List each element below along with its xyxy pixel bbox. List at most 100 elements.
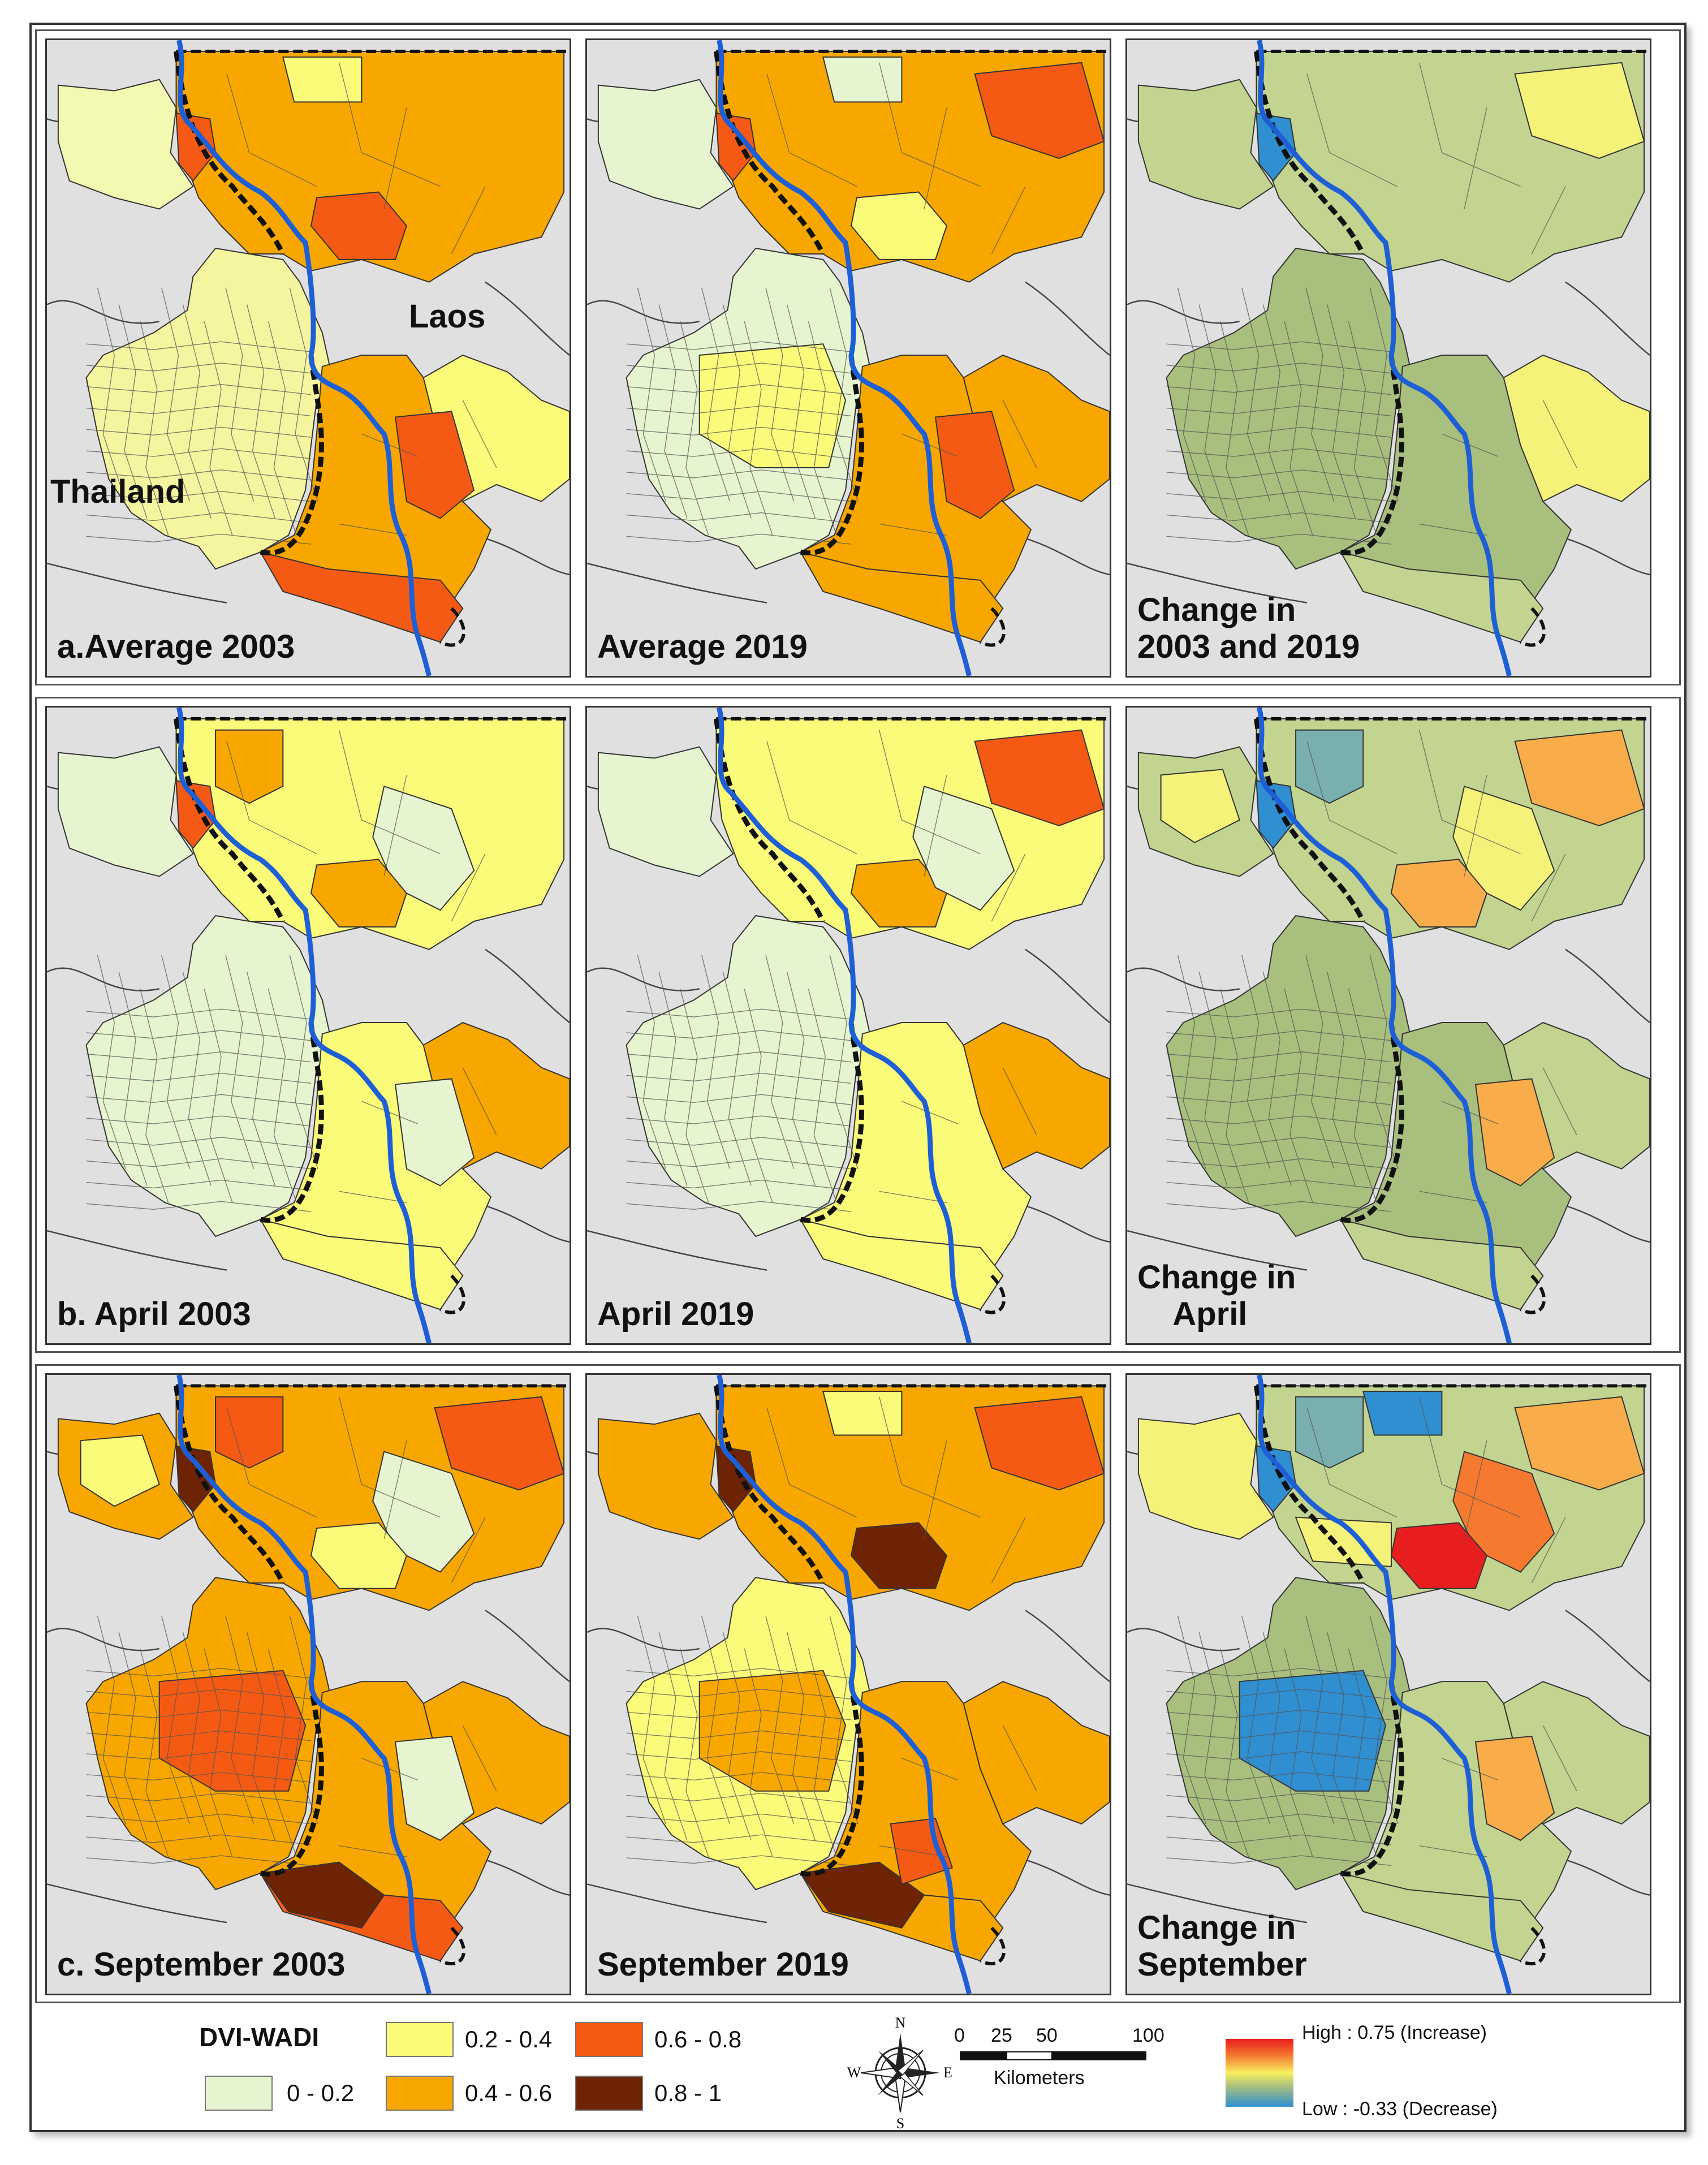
mekong-river bbox=[1257, 40, 1512, 676]
mekong-river bbox=[176, 1375, 432, 1994]
map-svg bbox=[47, 1375, 570, 1994]
region-extra-n-ne bbox=[1514, 729, 1645, 826]
legend-label-0.4-0.6: 0.4 - 0.6 bbox=[465, 2080, 553, 2106]
map-panel-b2: April 2019 bbox=[585, 706, 1111, 1345]
region-extra-n-e bbox=[372, 1451, 475, 1573]
map-svg bbox=[47, 40, 570, 676]
region-extra-n-e bbox=[1452, 785, 1555, 911]
region-extra-n-c bbox=[310, 859, 407, 928]
compass-e: E bbox=[943, 2064, 952, 2081]
panel-label-a3: Change in 2003 and 2019 bbox=[1137, 592, 1360, 666]
region-east bbox=[1503, 354, 1650, 503]
compass-w: W bbox=[847, 2064, 861, 2081]
region-extra-n-sw bbox=[1256, 1445, 1297, 1513]
region-extra-s-e bbox=[934, 411, 1015, 519]
map-panel-a1: a.Average 2003 Laos Thailand bbox=[45, 38, 571, 678]
country-label-laos: Laos bbox=[409, 298, 486, 335]
region-extra-n-sw bbox=[175, 113, 217, 182]
region-extra-n-w bbox=[1295, 729, 1364, 804]
scale-tick-25: 25 bbox=[991, 2025, 1012, 2046]
map-svg bbox=[47, 708, 570, 1343]
region-nw bbox=[1137, 79, 1274, 210]
legend-title: DVI-WADI bbox=[199, 2022, 320, 2052]
region-extra-n-ne bbox=[974, 729, 1105, 826]
panel-label-b2: April 2019 bbox=[597, 1296, 754, 1333]
legend-swatch-0-0.2 bbox=[205, 2076, 273, 2111]
compass-s: S bbox=[896, 2115, 904, 2132]
region-extra-n-cs bbox=[310, 1522, 407, 1589]
legend-label-0-0.2: 0 - 0.2 bbox=[287, 2080, 355, 2106]
map-panel-a2: Average 2019 bbox=[585, 38, 1111, 678]
mekong-river bbox=[717, 40, 972, 676]
map-panel-c2: September 2019 bbox=[585, 1373, 1111, 1995]
change-low-label: Low : -0.33 (Decrease) bbox=[1302, 2098, 1498, 2120]
region-nw bbox=[597, 746, 734, 877]
region-extra-n-cs bbox=[1390, 859, 1487, 928]
region-extra-s-e bbox=[394, 1078, 475, 1187]
scale-tick-50: 50 bbox=[1036, 2025, 1058, 2046]
region-extra-tip-w bbox=[799, 1861, 925, 1929]
region-extra-n-e bbox=[372, 785, 475, 911]
region-extra-n-ne bbox=[974, 62, 1105, 159]
region-extra-n-ne bbox=[434, 1396, 565, 1491]
region-east bbox=[963, 1021, 1110, 1170]
panel-label-b1: b. April 2003 bbox=[57, 1296, 251, 1333]
panel-label-c1: c. September 2003 bbox=[57, 1946, 346, 1983]
legend-swatch-0.8-1 bbox=[575, 2076, 643, 2111]
region-extra-nw-c bbox=[1160, 769, 1240, 843]
panel-label-c2: September 2019 bbox=[597, 1946, 849, 1983]
region-extra-n-ne bbox=[974, 1396, 1105, 1491]
region-extra-n-top bbox=[822, 56, 903, 103]
region-extra-n-top bbox=[1362, 1391, 1443, 1436]
region-extra-w-c bbox=[698, 343, 847, 468]
change-gradient bbox=[1226, 2039, 1293, 2107]
map-svg bbox=[1127, 708, 1650, 1343]
scale-tick-0: 0 bbox=[954, 2025, 965, 2046]
region-nw bbox=[1137, 1412, 1274, 1540]
legend-label-0.6-0.8: 0.6 - 0.8 bbox=[654, 2026, 742, 2052]
mekong-river bbox=[717, 1375, 972, 1994]
mekong-river bbox=[176, 708, 432, 1343]
mekong-river bbox=[1257, 1375, 1512, 1994]
country-label-thailand: Thailand bbox=[50, 473, 186, 510]
region-extra-n-sw bbox=[715, 1445, 757, 1513]
panel-label-b3: Change in April bbox=[1137, 1259, 1296, 1333]
region-extra-n-e bbox=[912, 785, 1015, 911]
region-east bbox=[963, 1681, 1110, 1825]
region-nw bbox=[597, 79, 734, 210]
compass-n: N bbox=[895, 2015, 906, 2031]
region-extra-n-sw bbox=[175, 780, 217, 849]
map-svg bbox=[587, 708, 1110, 1343]
mekong-river bbox=[717, 708, 972, 1343]
region-extra-n-c bbox=[850, 191, 947, 260]
region-nw bbox=[597, 1412, 734, 1540]
region-extra-n-sw bbox=[1256, 780, 1297, 849]
region-extra-n-cs bbox=[850, 1522, 947, 1589]
region-extra-w-c bbox=[698, 1670, 847, 1792]
region-extra-s-e bbox=[394, 411, 475, 519]
scale-tick-100: 100 bbox=[1132, 2025, 1164, 2046]
region-extra-nw-c bbox=[80, 1434, 160, 1507]
region-extra-n-e bbox=[1452, 1451, 1555, 1573]
map-panel-b3: Change in April bbox=[1125, 706, 1651, 1345]
map-svg bbox=[587, 40, 1110, 676]
region-extra-n-c bbox=[310, 191, 407, 260]
scale-unit: Kilometers bbox=[994, 2067, 1085, 2089]
region-extra-s-e bbox=[394, 1735, 475, 1841]
scale-bar bbox=[960, 2051, 1146, 2060]
legend-label-0.8-1: 0.8 - 1 bbox=[654, 2080, 722, 2106]
region-extra-n-w bbox=[215, 729, 284, 804]
map-svg bbox=[1127, 1375, 1650, 1994]
region-extra-s-c bbox=[890, 1818, 954, 1885]
region-extra-n-ne bbox=[1514, 62, 1645, 159]
region-extra-s-e bbox=[1474, 1735, 1555, 1841]
region-extra-s-e bbox=[1474, 1078, 1555, 1187]
mekong-river bbox=[1257, 708, 1512, 1343]
region-extra-n-sw bbox=[1256, 113, 1297, 182]
legend-swatch-0.2-0.4 bbox=[386, 2022, 454, 2057]
region-extra-n-c bbox=[850, 859, 947, 928]
region-nw bbox=[57, 79, 194, 210]
map-svg bbox=[587, 1375, 1110, 1994]
region-extra-n-top bbox=[822, 1391, 903, 1436]
panel-label-c3: Change in September bbox=[1137, 1909, 1307, 1983]
